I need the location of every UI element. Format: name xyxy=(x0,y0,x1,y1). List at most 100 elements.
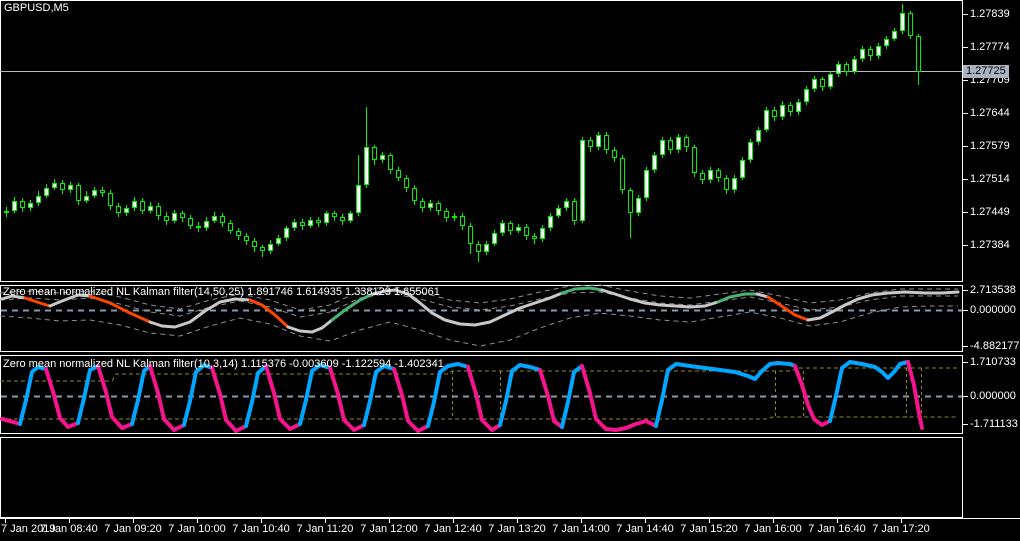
candle xyxy=(52,179,57,190)
candle xyxy=(884,36,889,49)
price-axis-label: 1.27514 xyxy=(970,173,1010,185)
candle xyxy=(812,76,817,92)
time-axis-label: 7 Jan 14:00 xyxy=(552,523,610,535)
candle xyxy=(852,56,857,74)
candle xyxy=(316,217,321,227)
candle xyxy=(596,132,601,150)
candle xyxy=(380,152,385,163)
candle xyxy=(724,175,729,194)
candle xyxy=(748,139,753,163)
candle xyxy=(308,217,313,228)
candle xyxy=(892,28,897,41)
candle xyxy=(916,34,921,85)
time-axis-label: 7 Jan 08:40 xyxy=(40,523,98,535)
candle xyxy=(140,198,145,214)
indicator2-label: Zero mean normalized NL Kalman filter(10… xyxy=(3,358,444,370)
time-axis-label: 7 Jan 14:40 xyxy=(616,523,674,535)
indicator-axis-label: 0.000000 xyxy=(970,304,1016,316)
candle xyxy=(108,190,113,210)
time-axis-label: 7 Jan 11:20 xyxy=(296,523,354,535)
candle xyxy=(716,168,721,182)
candle xyxy=(548,213,553,231)
candle xyxy=(764,107,769,132)
candle xyxy=(660,137,665,158)
indicator-axis-label: -1.711133 xyxy=(970,418,1018,430)
indicator1-label: Zero mean normalized NL Kalman filter(14… xyxy=(3,286,440,298)
candle xyxy=(540,225,545,242)
indicator1-bands xyxy=(0,284,962,347)
candle xyxy=(36,191,41,206)
candle xyxy=(92,187,97,198)
candle xyxy=(580,137,585,223)
candle xyxy=(756,127,761,145)
candle xyxy=(332,211,337,221)
candle xyxy=(204,217,209,231)
candle xyxy=(820,77,825,91)
candle xyxy=(300,219,305,230)
candle xyxy=(564,198,569,211)
axis-ticks xyxy=(5,14,968,523)
candle xyxy=(196,222,201,232)
price-axis-label: 1.27644 xyxy=(970,107,1010,119)
candle xyxy=(388,153,393,174)
candle xyxy=(620,155,625,194)
candle xyxy=(652,152,657,173)
candlesticks xyxy=(4,4,921,262)
candle xyxy=(780,101,785,120)
candle xyxy=(428,200,433,211)
indicator1-line xyxy=(0,286,960,334)
time-axis-label: 7 Jan 13:20 xyxy=(488,523,546,535)
candle xyxy=(236,228,241,240)
candle xyxy=(148,202,153,213)
candle xyxy=(804,86,809,105)
time-axis-label: 7 Jan 12:00 xyxy=(360,523,418,535)
candle xyxy=(572,198,577,225)
candle xyxy=(828,71,833,89)
candle xyxy=(556,205,561,218)
candle xyxy=(252,238,257,252)
candle xyxy=(404,175,409,192)
candle xyxy=(292,219,297,231)
candle xyxy=(676,134,681,153)
candle xyxy=(132,197,137,211)
candle xyxy=(612,147,617,162)
candle xyxy=(28,200,33,211)
candle xyxy=(668,137,673,154)
candle xyxy=(436,201,441,215)
candle xyxy=(516,224,521,233)
time-axis-label: 7 Jan 16:40 xyxy=(808,523,866,535)
price-axis-label: 1.27774 xyxy=(970,41,1010,53)
candle xyxy=(484,241,489,255)
candle xyxy=(876,43,881,59)
candle xyxy=(444,208,449,222)
candle xyxy=(220,213,225,227)
indicator-axis-label: 2.713538 xyxy=(970,284,1016,296)
price-axis-label: 1.27579 xyxy=(970,140,1010,152)
candle xyxy=(324,211,329,226)
candle xyxy=(412,185,417,205)
candle xyxy=(60,180,65,194)
candle xyxy=(260,245,265,257)
candle xyxy=(356,155,361,216)
candle xyxy=(340,214,345,225)
candle xyxy=(44,184,49,198)
candle xyxy=(868,46,873,61)
candle xyxy=(12,197,17,213)
indicator-axis-label: 0.000000 xyxy=(970,390,1016,402)
candle xyxy=(644,167,649,201)
candle xyxy=(628,188,633,238)
candle xyxy=(372,145,377,165)
time-axis-label: 7 Jan 10:40 xyxy=(232,523,290,535)
price-axis-label: 1.27384 xyxy=(970,239,1010,251)
candle xyxy=(700,170,705,184)
candle xyxy=(84,191,89,203)
candle xyxy=(228,220,233,234)
candle xyxy=(116,203,121,217)
candle xyxy=(100,187,105,197)
candle xyxy=(468,223,473,254)
candle xyxy=(860,46,865,62)
candle xyxy=(604,132,609,154)
time-axis-label: 7 Jan 09:20 xyxy=(104,523,162,535)
candle xyxy=(156,203,161,220)
